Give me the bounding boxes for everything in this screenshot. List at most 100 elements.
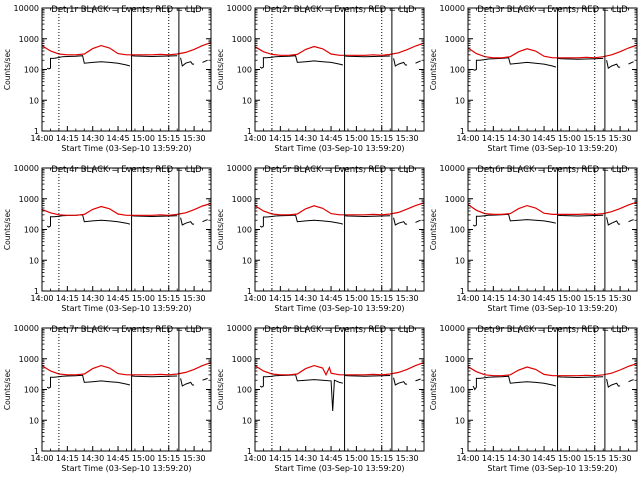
x-tick-label: 14:15 — [482, 294, 505, 303]
lld-series — [41, 362, 212, 376]
x-tick-label: 15:30 — [396, 294, 419, 303]
x-tick-label: 15:30 — [183, 294, 206, 303]
y-tick-label: 10 — [29, 96, 39, 105]
y-tick-label: 1000 — [445, 35, 465, 44]
x-axis-label: Start Time (03-Sep-10 13:59:20) — [487, 304, 617, 313]
chart-panel: 1 10 100 1000 10000 14:00 14:15 14:30 14:45 15:00… — [216, 4, 425, 153]
chart-title: Det 2r BLACK = Events, RED = LLD — [264, 5, 415, 15]
y-axis-label: Counts/sec — [429, 209, 438, 250]
x-tick-label: 15:15 — [370, 134, 393, 143]
x-tick-label: 14:15 — [269, 134, 292, 143]
x-tick-label: 15:00 — [558, 294, 581, 303]
y-tick-label: 100 — [237, 226, 252, 235]
y-tick-label: 10000 — [440, 4, 465, 13]
series-line-segment — [628, 61, 634, 65]
x-tick-label: 14:45 — [320, 134, 343, 143]
y-tick-label: 10 — [29, 416, 39, 425]
y-tick-label: 100 — [237, 66, 252, 75]
y-tick-label: 10000 — [440, 164, 465, 173]
y-tick-label: 1 — [247, 287, 252, 296]
y-tick-label: 1000 — [19, 35, 39, 44]
x-tick-label: 14:45 — [533, 134, 556, 143]
series-line-segment — [344, 375, 391, 377]
x-tick-label: 14:00 — [243, 134, 266, 143]
x-tick-label: 14:30 — [294, 454, 317, 463]
y-tick-label: 1000 — [445, 195, 465, 204]
chart-title: Det 9r BLACK = Events, RED = LLD — [477, 325, 628, 335]
x-tick-label: 14:30 — [294, 134, 317, 143]
series-line-segment — [259, 374, 344, 412]
x-axis-label: Start Time (03-Sep-10 13:59:20) — [274, 464, 404, 473]
series-line-segment — [202, 219, 208, 223]
x-axis-label: Start Time (03-Sep-10 13:59:20) — [487, 464, 617, 473]
series-line-segment — [628, 379, 634, 383]
x-tick-label: 15:30 — [396, 134, 419, 143]
y-tick-label: 100 — [237, 386, 252, 395]
series-line-segment — [467, 201, 638, 216]
y-tick-label: 1 — [460, 447, 465, 456]
y-tick-label: 100 — [24, 226, 39, 235]
lld-series — [41, 42, 212, 56]
chart-panel: 1 10 100 1000 10000 14:00 14:15 14:30 14:45 15:00… — [216, 324, 425, 473]
series-line-segment — [393, 217, 408, 226]
series-line-segment — [606, 60, 621, 70]
x-tick-label: 15:00 — [345, 454, 368, 463]
y-tick-label: 1000 — [232, 35, 252, 44]
chart-panel: 1 10 100 1000 10000 14:00 14:15 14:30 14:45 15:00… — [429, 324, 638, 473]
y-tick-label: 10000 — [227, 164, 252, 173]
series-line-segment — [628, 219, 634, 223]
series-line-segment — [254, 202, 425, 216]
lld-series — [467, 201, 638, 216]
series-line-segment — [46, 55, 131, 70]
series-line-segment — [606, 217, 621, 226]
y-axis-label: Counts/sec — [216, 369, 225, 410]
series-line-segment — [467, 362, 638, 377]
y-tick-label: 10000 — [14, 324, 39, 333]
y-tick-label: 1 — [34, 127, 39, 136]
series-line-segment — [180, 57, 195, 67]
x-tick-label: 15:15 — [370, 294, 393, 303]
x-tick-label: 15:30 — [183, 134, 206, 143]
y-axis-label: Counts/sec — [429, 49, 438, 90]
chart-title: Det 4r BLACK = Events, RED = LLD — [51, 165, 202, 175]
y-tick-label: 1 — [460, 127, 465, 136]
chart-title: Det 6r BLACK = Events, RED = LLD — [477, 165, 628, 175]
x-axis-label: Start Time (03-Sep-10 13:59:20) — [61, 304, 191, 313]
series-line-segment — [393, 377, 408, 386]
x-tick-label: 15:15 — [583, 454, 606, 463]
x-tick-label: 14:00 — [456, 294, 479, 303]
x-tick-label: 14:00 — [243, 294, 266, 303]
x-tick-label: 14:00 — [30, 134, 53, 143]
chart-panel: 1 10 100 1000 10000 14:00 14:15 14:30 14:45 15:00… — [3, 164, 212, 313]
y-tick-label: 100 — [24, 386, 39, 395]
y-tick-label: 10000 — [14, 164, 39, 173]
x-tick-label: 15:30 — [183, 454, 206, 463]
x-axis-label: Start Time (03-Sep-10 13:59:20) — [61, 144, 191, 153]
y-axis-label: Counts/sec — [3, 209, 12, 250]
x-tick-label: 15:00 — [345, 294, 368, 303]
x-tick-label: 14:45 — [320, 454, 343, 463]
x-tick-label: 15:15 — [157, 454, 180, 463]
x-tick-label: 14:15 — [56, 134, 79, 143]
chart-title: Det 8r BLACK = Events, RED = LLD — [264, 325, 415, 335]
x-tick-label: 14:30 — [294, 294, 317, 303]
y-tick-label: 1000 — [232, 195, 252, 204]
x-tick-label: 14:15 — [56, 294, 79, 303]
x-tick-label: 15:30 — [609, 134, 632, 143]
x-tick-label: 14:45 — [533, 294, 556, 303]
series-line-segment — [472, 375, 557, 391]
x-tick-label: 14:15 — [482, 134, 505, 143]
y-tick-label: 10 — [242, 96, 252, 105]
series-line-segment — [254, 362, 425, 377]
x-tick-label: 15:15 — [370, 454, 393, 463]
lld-series — [254, 42, 425, 56]
series-line-segment — [41, 362, 212, 376]
x-tick-label: 15:30 — [609, 294, 632, 303]
chart-title: Det 7r BLACK = Events, RED = LLD — [51, 325, 202, 335]
y-tick-label: 1 — [247, 447, 252, 456]
x-tick-label: 14:45 — [320, 294, 343, 303]
x-tick-label: 14:00 — [30, 294, 53, 303]
x-tick-label: 15:00 — [132, 294, 155, 303]
series-line-segment — [467, 44, 638, 59]
x-tick-label: 15:00 — [345, 134, 368, 143]
